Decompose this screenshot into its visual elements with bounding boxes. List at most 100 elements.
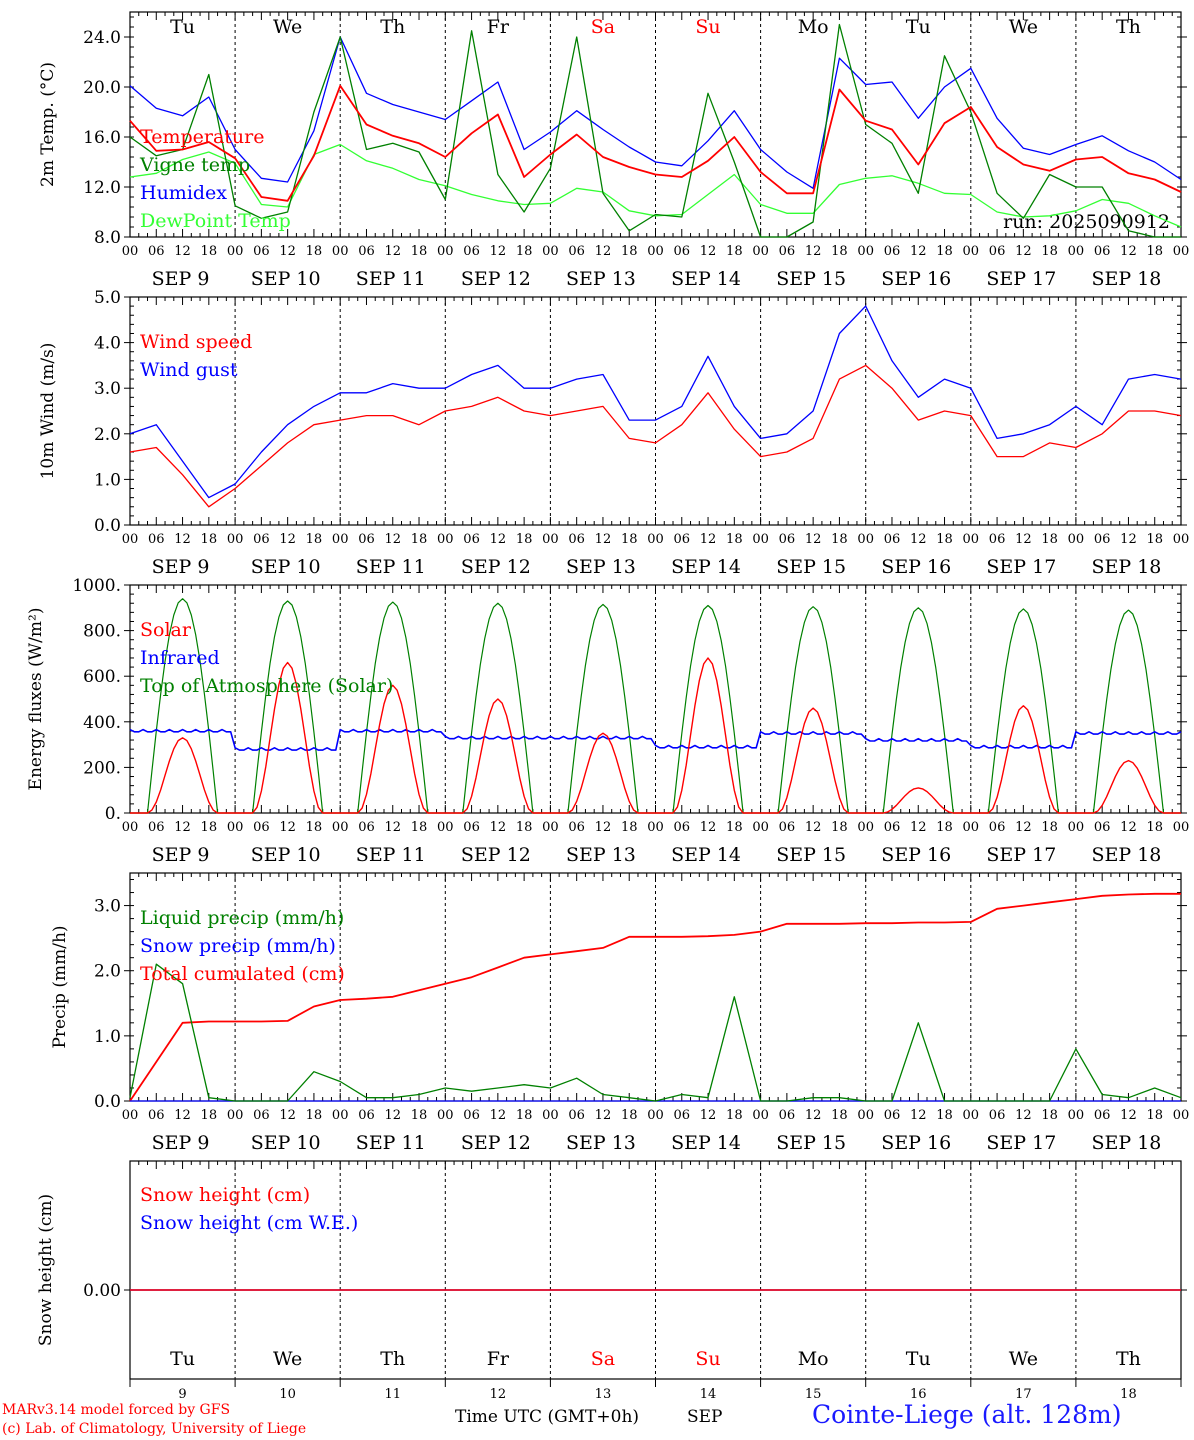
panel-precip-legend-total-cumulated-cm: Total cumulated (cm): [140, 963, 345, 985]
panel-precip-hour-label: 06: [779, 1108, 796, 1123]
panel-energy-hour-label: 00: [963, 820, 980, 835]
panel-precip-date-label: SEP 13: [566, 1132, 636, 1154]
panel-precip-date-label: SEP 17: [986, 1132, 1056, 1154]
panel-wind-hour-label: 00: [542, 532, 559, 547]
panel-precip-hour-label: 06: [463, 1108, 480, 1123]
panel-temperature-hour-label: 12: [174, 244, 191, 259]
panel-temperature-hour-label: 06: [148, 244, 165, 259]
panel-wind-date-label: SEP 13: [566, 556, 636, 578]
panel-temperature-hour-label: 06: [884, 244, 901, 259]
panel-precip-hour-label: 12: [1120, 1108, 1137, 1123]
bottom-day-number: 11: [384, 1387, 401, 1402]
panel-snow-y-tick-label: 0.00: [83, 1281, 121, 1301]
panel-wind-y-tick-label: 0.0: [94, 516, 121, 536]
bottom-weekday-label: Th: [1116, 1348, 1141, 1370]
panel-wind-hour-label: 06: [148, 532, 165, 547]
panel-temperature-hour-label: 06: [989, 244, 1006, 259]
panel-energy-y-tick-label: 600.: [83, 667, 121, 687]
panel-wind-hour-label: 18: [201, 532, 218, 547]
panel-energy-hour-label: 00: [647, 820, 664, 835]
panel-energy-date-label: SEP 13: [566, 844, 636, 866]
station-title: Cointe-Liege (alt. 128m): [812, 1400, 1122, 1429]
panel-wind-hour-label: 00: [647, 532, 664, 547]
panel-precip-y-tick-label: 1.0: [94, 1027, 121, 1047]
panel-energy-hour-label: 06: [148, 820, 165, 835]
panel-precip-date-label: SEP 10: [251, 1132, 321, 1154]
panel-energy-hour-label: 06: [568, 820, 585, 835]
panel-precip-hour-label: 12: [700, 1108, 717, 1123]
panel-wind-date-label: SEP 11: [356, 556, 426, 578]
panel-wind-hour-label: 06: [674, 532, 691, 547]
panel-energy-hour-label: 00: [437, 820, 454, 835]
panel-precip-date-label: SEP 14: [671, 1132, 741, 1154]
series-wind-speed: [129, 364, 1182, 508]
panel-energy-hour-label: 00: [857, 820, 874, 835]
panel-wind-hour-label: 00: [227, 532, 244, 547]
panel-wind-hour-label: 12: [595, 532, 612, 547]
panel-precip-hour-label: 00: [857, 1108, 874, 1123]
panel-temperature-hour-label: 00: [647, 244, 664, 259]
panel-wind-y-tick-label: 2.0: [94, 425, 121, 445]
panel-wind-hour-label: 12: [174, 532, 191, 547]
series-vigne-temp: [129, 23, 1181, 238]
panel-temperature-y-tick-label: 24.0: [83, 28, 121, 48]
panel-wind-y-tick-label: 1.0: [94, 470, 121, 490]
panel-energy-hour-label: 00: [542, 820, 559, 835]
panel-temperature-legend-temperature: Temperature: [140, 126, 264, 148]
panel-energy-hour-label: 18: [1041, 820, 1058, 835]
panel-precip-date-label: SEP 18: [1092, 1132, 1162, 1154]
panel-wind-hour-label: 12: [700, 532, 717, 547]
panel-energy-hour-label: 12: [700, 820, 717, 835]
panel-temperature-legend-humidex: Humidex: [140, 182, 227, 204]
panel-precip-hour-label: 12: [805, 1108, 822, 1123]
panel-energy-hour-label: 12: [1015, 820, 1032, 835]
panel-wind-hour-label: 06: [989, 532, 1006, 547]
panel-temperature-date-label: SEP 13: [566, 268, 636, 290]
bottom-weekday-label: Sa: [591, 1348, 615, 1370]
panel-precip-hour-label: 00: [332, 1108, 349, 1123]
panel-wind-hour-label: 00: [963, 532, 980, 547]
panel-temperature-hour-label: 00: [1068, 244, 1085, 259]
panel-energy-hour-label: 18: [201, 820, 218, 835]
bottom-weekday-label: Su: [695, 1348, 720, 1370]
panel-energy-date-label: SEP 17: [986, 844, 1056, 866]
copyright-credit: (c) Lab. of Climatology, University of L…: [2, 1421, 307, 1437]
bottom-weekday-label: We: [1009, 1348, 1038, 1370]
panel-precip-hour-label: 12: [174, 1108, 191, 1123]
panel-temperature-date-label: SEP 9: [152, 268, 210, 290]
panel-precip-hour-label: 12: [279, 1108, 296, 1123]
panel-temperature-hour-label: 18: [1041, 244, 1058, 259]
panel-temperature-date-label: SEP 15: [776, 268, 846, 290]
run-annotation: run: 2025090912: [1003, 211, 1170, 233]
panel-precip-hour-label: 06: [148, 1108, 165, 1123]
panel-energy-hour-label: 00: [1173, 820, 1190, 835]
panel-energy-legend-solar: Solar: [140, 619, 192, 641]
panel-precip-hour-label: 12: [490, 1108, 507, 1123]
panel-energy-y-tick-label: 1000.: [72, 576, 121, 596]
panel-snow-y-axis-title: Snow height (cm): [36, 1194, 56, 1346]
panel-wind-date-label: SEP 9: [152, 556, 210, 578]
panel-temperature-hour-label: 00: [122, 244, 139, 259]
panel-temperature-hour-label: 12: [910, 244, 927, 259]
panel-precip-date-label: SEP 15: [776, 1132, 846, 1154]
panel-energy-date-label: SEP 9: [152, 844, 210, 866]
weekday-label: Tu: [170, 16, 195, 38]
panel-energy-date-label: SEP 11: [356, 844, 426, 866]
panel-temperature-hour-label: 00: [857, 244, 874, 259]
weekday-label: We: [1009, 16, 1038, 38]
panel-energy-y-tick-label: 400.: [83, 713, 121, 733]
panel-wind-date-label: SEP 16: [881, 556, 951, 578]
panel-wind-hour-label: 18: [621, 532, 638, 547]
panel-energy-hour-label: 12: [805, 820, 822, 835]
panel-temperature-hour-label: 12: [700, 244, 717, 259]
panel-wind-legend-wind-gust: Wind gust: [140, 359, 238, 381]
bottom-day-number: 10: [279, 1387, 296, 1402]
panel-precip-hour-label: 18: [201, 1108, 218, 1123]
panel-temperature-y-axis-title: 2m Temp. (°C): [38, 62, 58, 187]
panel-energy-hour-label: 12: [174, 820, 191, 835]
model-credit: MARv3.14 model forced by GFS: [2, 1402, 231, 1418]
panel-temperature-hour-label: 06: [253, 244, 270, 259]
panel-precip-hour-label: 12: [384, 1108, 401, 1123]
panel-wind-date-label: SEP 15: [776, 556, 846, 578]
panel-energy-hour-label: 06: [989, 820, 1006, 835]
